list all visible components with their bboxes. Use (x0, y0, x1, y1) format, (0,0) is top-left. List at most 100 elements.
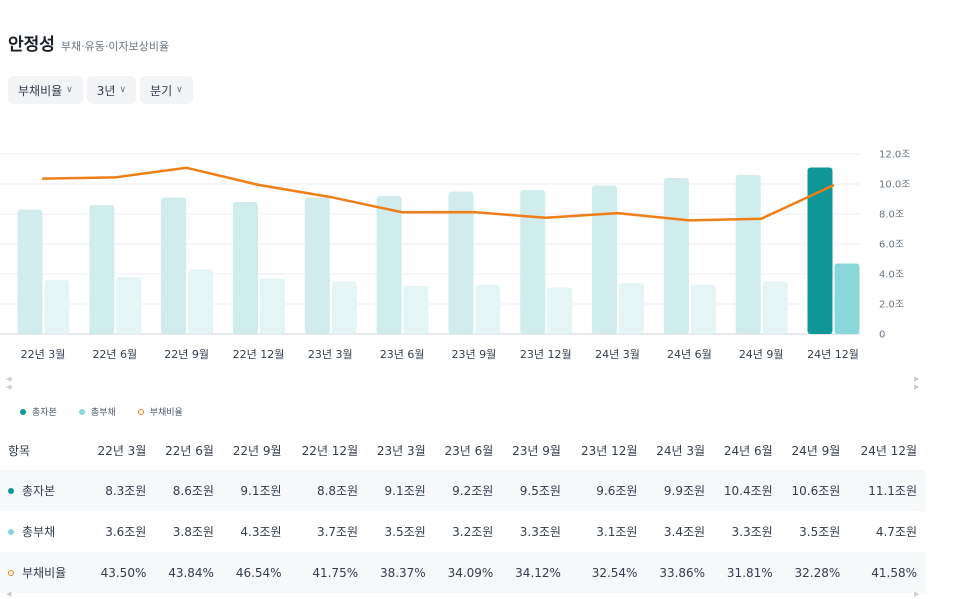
scroll-left-icon[interactable]: ◀ ◀ (6, 375, 12, 391)
equity-bar (17, 209, 43, 334)
x-tick-label: 22년 6월 (92, 348, 137, 361)
y-tick-label: 8.0조 (879, 210, 904, 221)
table-cell: 3.7조원 (316, 525, 359, 539)
table-row-equity: 총자본 8.3조원 8.6조원 9.1조원 8.8조원 9.1조원 9.2조원 … (0, 470, 925, 511)
table-cell: 4.7조원 (875, 525, 917, 539)
table-cell: 9.5조원 (501, 470, 569, 511)
liabilities-bar (331, 281, 357, 334)
x-tick-label: 23년 12월 (520, 348, 572, 361)
table-cell: 3.2조원 (452, 525, 494, 539)
table-cell: 3.3조원 (731, 525, 773, 539)
equity-bar (592, 185, 618, 334)
legend-item-equity: 총자본 (20, 405, 57, 418)
liabilities-bar (259, 278, 285, 334)
interval-dropdown[interactable]: 분기 ∨ (140, 76, 193, 104)
equity-bar (807, 167, 833, 334)
equity-bar (304, 197, 330, 334)
liabilities-dot-icon (8, 528, 14, 535)
table-cell: 8.8조원 (289, 470, 367, 511)
debt-ratio-ring-icon (8, 569, 14, 576)
table-cell: 3.8조원 (172, 525, 214, 539)
table-cell: 3.5조원 (799, 525, 841, 539)
x-tick-label: 22년 3월 (21, 348, 66, 361)
table-cell: 3.4조원 (663, 525, 706, 539)
column-header: 23년 12월 (581, 443, 638, 458)
liabilities-bar (547, 287, 573, 334)
table-cell: 10.4조원 (713, 470, 781, 511)
table-cell: 43.50% (86, 552, 155, 593)
table-cell: 3.3조원 (519, 525, 561, 539)
table-cell: 32.28% (780, 552, 849, 593)
legend-label: 총부채 (90, 408, 116, 418)
x-tick-label: 22년 12월 (233, 348, 285, 361)
row-label-cell: 총자본 (0, 470, 87, 511)
chevron-down-icon: ∨ (66, 85, 73, 95)
legend-label: 총자본 (32, 408, 57, 418)
x-tick-label: 24년 12월 (807, 348, 859, 361)
equity-bar (89, 205, 115, 334)
column-header: 22년 3월 (97, 443, 147, 458)
liabilities-bar (116, 277, 142, 334)
table-header-row: 항목 22년 3월 22년 6월 22년 9월 22년 12월 23년 3월 2… (0, 430, 925, 470)
debt-ratio-line (41, 166, 835, 222)
equity-dot-icon (20, 408, 26, 415)
liabilities-bar (188, 269, 214, 334)
table-cell: 3.6조원 (105, 525, 147, 539)
liabilities-bar (475, 284, 501, 334)
y-tick-label: 4.0조 (879, 270, 904, 281)
column-header: 항목 (8, 443, 31, 458)
row-label: 부채비율 (22, 566, 67, 580)
table-cell: 9.9조원 (645, 470, 714, 511)
table-cell: 11.1조원 (848, 470, 925, 511)
column-header: 23년 3월 (376, 443, 426, 458)
liabilities-dot-icon (78, 408, 85, 415)
chevron-down-icon: ∨ (176, 85, 183, 95)
table-cell: 9.1조원 (366, 470, 434, 511)
column-header: 22년 6월 (165, 443, 214, 458)
table-cell: 9.1조원 (221, 470, 290, 511)
period-dropdown[interactable]: 3년 ∨ (86, 76, 137, 104)
metric-dropdown[interactable]: 부채비율 ∨ (8, 76, 83, 104)
table-cell: 31.81% (713, 552, 781, 593)
legend-item-debt-ratio: 부채비율 (137, 405, 183, 418)
equity-bar (376, 196, 402, 334)
page-title: 안정성 (8, 35, 55, 55)
scroll-right-icon[interactable]: ▶ ▶ (914, 375, 920, 391)
debt-ratio-ring-icon (137, 408, 144, 415)
equity-bar (448, 191, 474, 334)
chart-legend: 총자본 총부채 부채비율 (20, 405, 183, 418)
stability-chart: 12.0조 10.0조 8.0조 6.0조 4.0조 2.0조 0 22년 3월 22년 6월 2… (0, 150, 910, 361)
chevron-down-icon: ∨ (119, 85, 127, 95)
interval-dropdown-label: 분기 (150, 83, 173, 98)
x-tick-label: 24년 3월 (595, 348, 640, 361)
table-scroll-right-icon[interactable]: ▶ (914, 590, 920, 598)
row-label: 총부채 (22, 525, 56, 539)
column-header: 24년 6월 (723, 443, 773, 458)
column-header: 22년 12월 (301, 443, 359, 458)
table-row-liabilities: 총부채 3.6조원 3.8조원 4.3조원 3.7조원 3.5조원 3.2조원 … (0, 511, 925, 552)
liabilities-bar (690, 284, 716, 334)
y-tick-label: 10.0조 (879, 180, 910, 191)
row-label-cell: 부채비율 (0, 552, 87, 593)
y-tick-label: 12.0조 (879, 150, 910, 161)
liabilities-bar (619, 283, 645, 334)
y-tick-label: 2.0조 (879, 300, 904, 311)
table-cell: 8.3조원 (86, 470, 155, 511)
table-cell: 3.5조원 (384, 525, 426, 539)
table-cell: 43.84% (154, 552, 222, 593)
column-header: 24년 12월 (860, 443, 917, 458)
x-tick-label: 23년 9월 (452, 348, 497, 361)
table-cell: 8.6조원 (154, 470, 222, 511)
liabilities-bar (44, 280, 70, 334)
table-cell: 4.3조원 (240, 525, 282, 539)
x-tick-label: 23년 6월 (380, 348, 425, 361)
table-cell: 32.54% (568, 552, 646, 593)
period-dropdown-label: 3년 (96, 83, 116, 98)
table-cell: 10.6조원 (780, 470, 849, 511)
section-header: 안정성 부채·유동·이자보상비율 (8, 30, 169, 55)
table-scroll-left-icon[interactable]: ◀ (6, 590, 12, 598)
equity-bar (161, 197, 187, 334)
liabilities-bar (762, 281, 788, 334)
filter-bar: 부채비율 ∨ 3년 ∨ 분기 ∨ (8, 76, 193, 104)
table-row-debt-ratio: 부채비율 43.50% 43.84% 46.54% 41.75% 38.37% … (0, 552, 925, 593)
